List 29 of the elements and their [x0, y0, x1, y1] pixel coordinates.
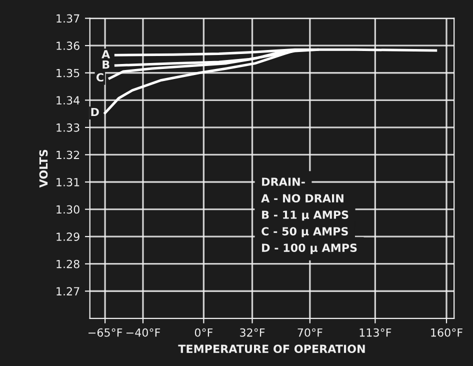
- annotation: DRAIN-: [262, 178, 305, 186]
- x-tick-label: −65°F: [88, 328, 122, 337]
- y-tick-label: 1.37: [56, 14, 80, 23]
- y-axis-title: VOLTS: [39, 150, 48, 188]
- y-tick-label: 1.29: [56, 232, 80, 241]
- annotation: C - 50 µ AMPS: [262, 227, 348, 238]
- y-tick-label: 1.30: [56, 205, 80, 214]
- series-label: D: [91, 108, 99, 116]
- annotation: D - 100 µ AMPS: [262, 244, 357, 254]
- x-tick-label: 70°F: [298, 328, 322, 337]
- y-tick-label: 1.33: [56, 123, 80, 132]
- y-tick-label: 1.36: [56, 42, 80, 50]
- x-tick-label: −40°F: [126, 328, 160, 337]
- y-tick-label: 1.34: [56, 96, 80, 105]
- x-tick-label: 160°F: [431, 328, 462, 337]
- y-tick-label: 1.32: [56, 150, 80, 160]
- x-tick-label: 32°F: [240, 328, 265, 337]
- y-tick-label: 1.28: [56, 260, 80, 268]
- series-label: A: [102, 50, 110, 58]
- x-tick-label: 0°F: [194, 328, 213, 337]
- y-tick-label: 1.31: [56, 178, 80, 186]
- y-tick-label: 1.35: [56, 68, 80, 78]
- y-tick-label: 1.27: [56, 287, 80, 296]
- annotation: B - 11 µ AMPS: [262, 210, 348, 222]
- series-label: B: [102, 60, 110, 69]
- x-tick-label: 113°F: [360, 328, 392, 337]
- x-axis-title: TEMPERATURE OF OPERATION: [178, 344, 365, 354]
- annotation: A - NO DRAIN: [261, 194, 344, 202]
- series-label: C: [96, 73, 104, 82]
